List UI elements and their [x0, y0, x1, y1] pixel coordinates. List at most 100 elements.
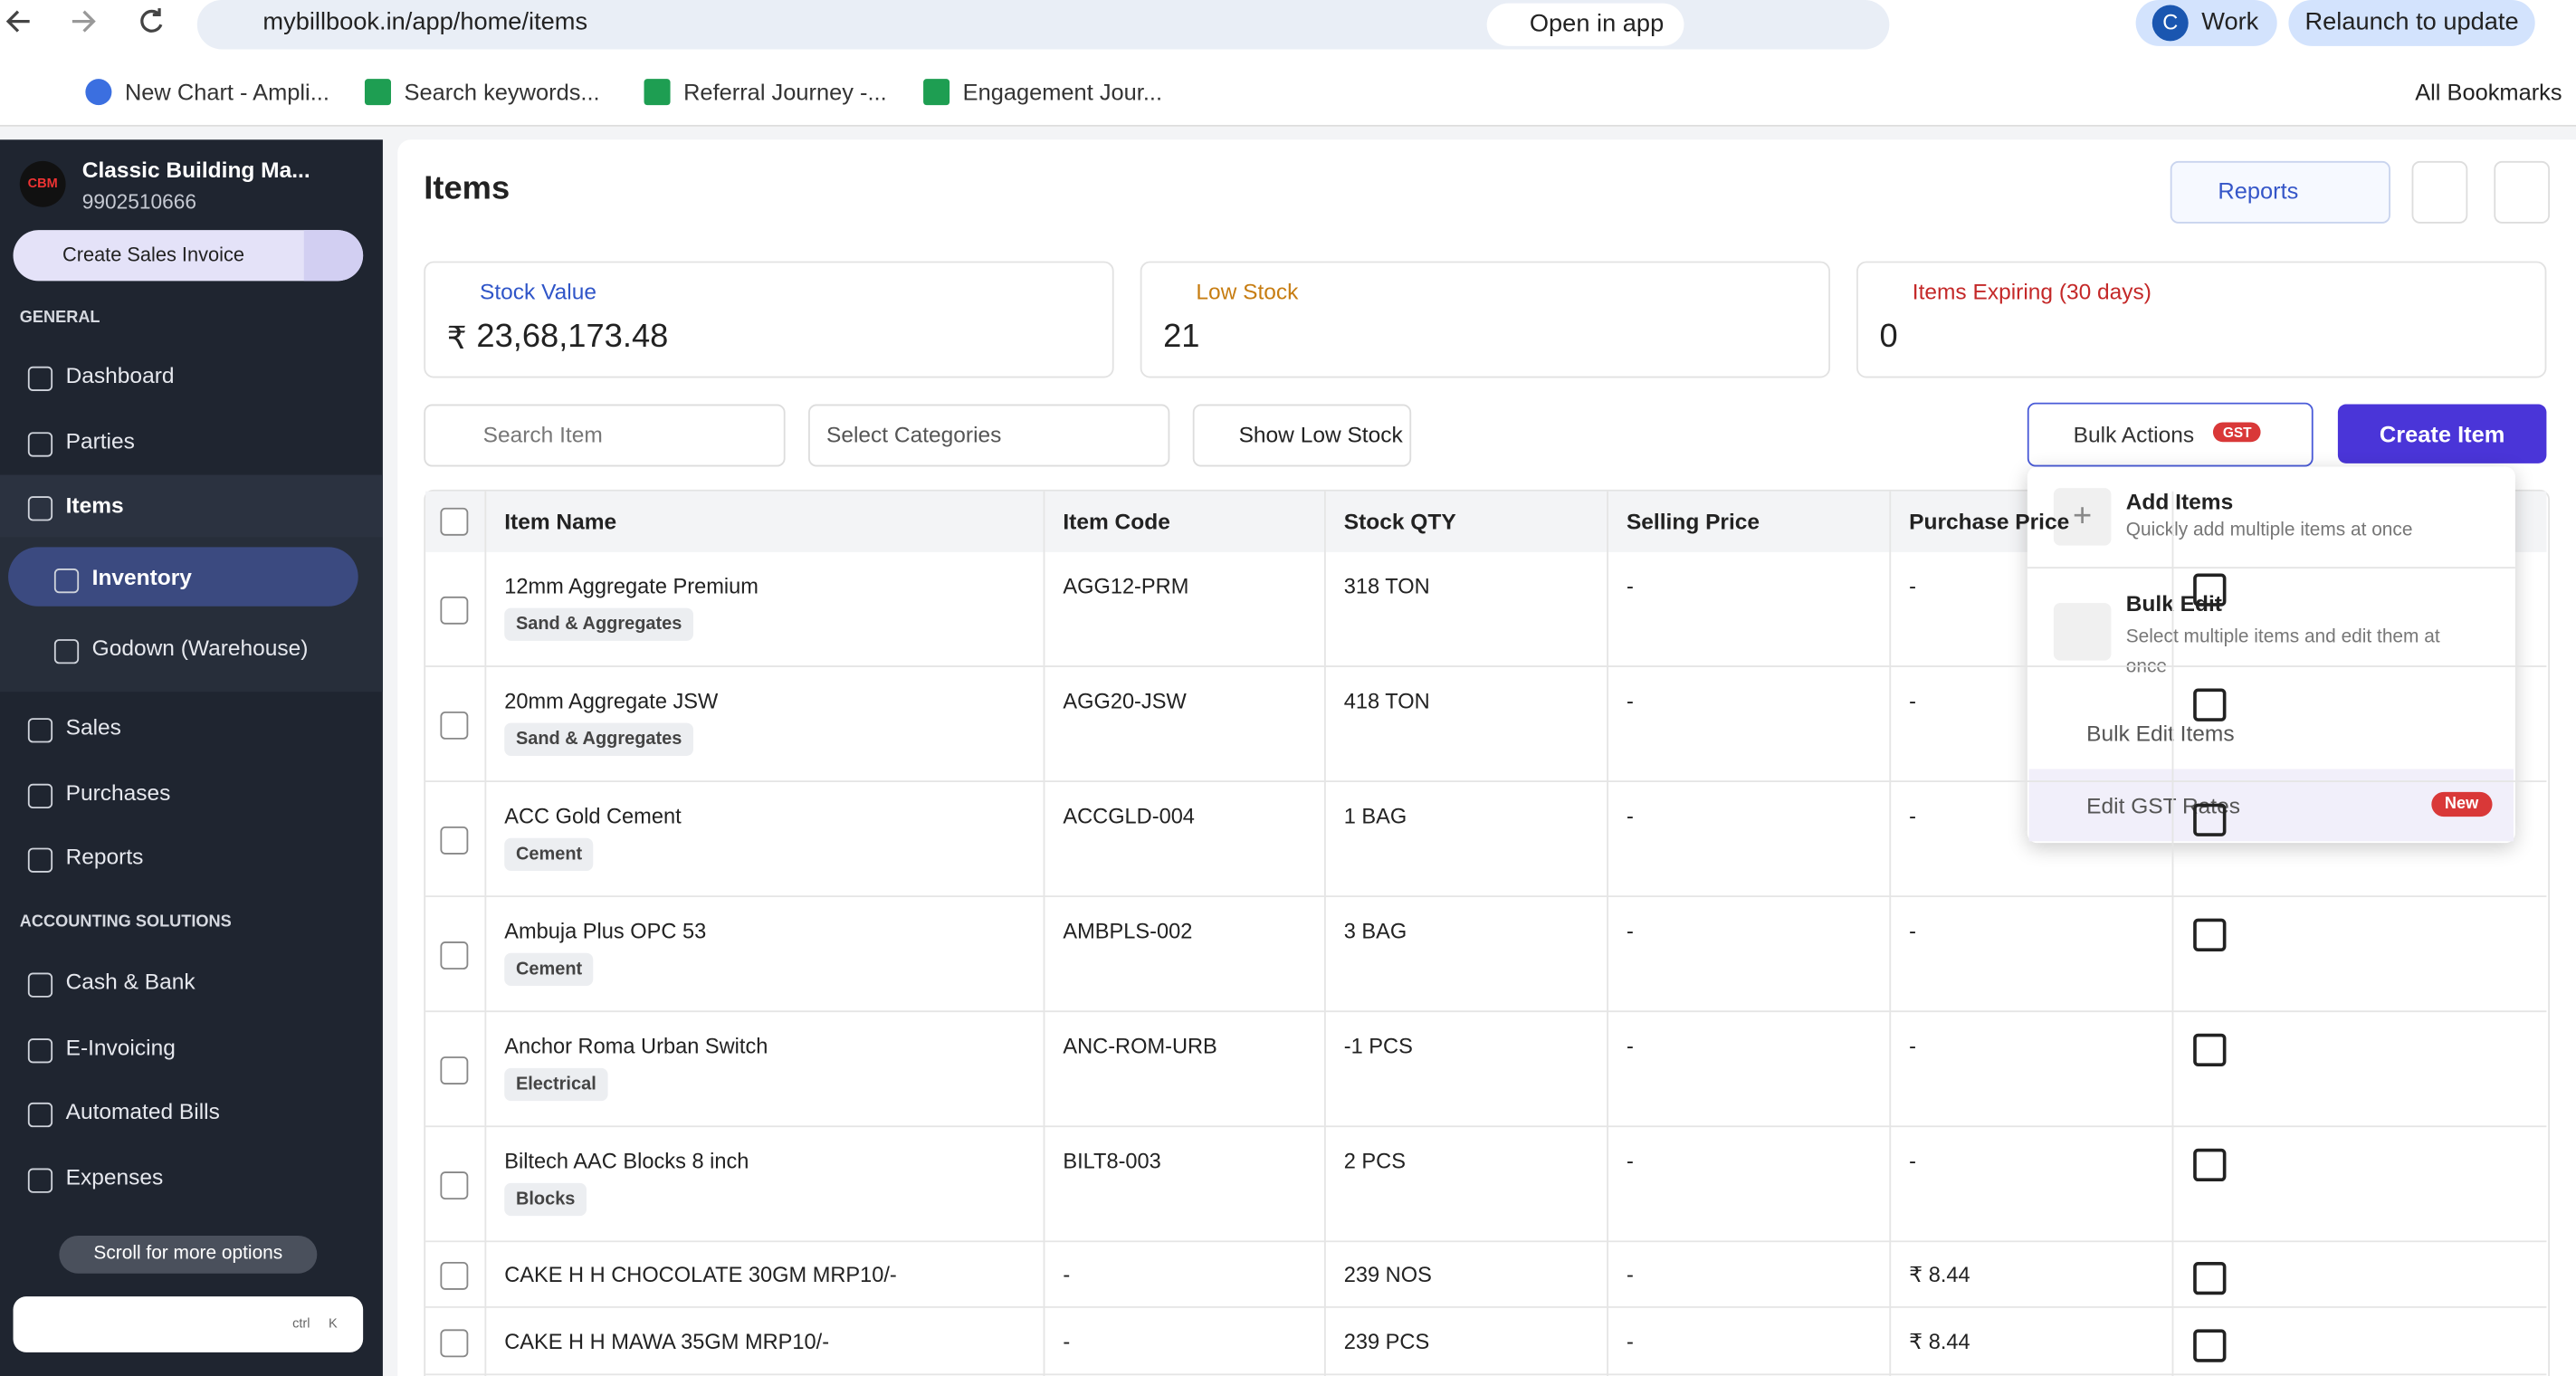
nav-item[interactable]: Parties	[65, 428, 135, 454]
categories-select[interactable]	[808, 404, 1170, 467]
reports-btn[interactable]	[2170, 160, 2390, 224]
card-label: Items Expiring (30 days)	[1912, 279, 2151, 304]
cell: AGG12-PRM	[1063, 573, 1189, 598]
nav-item[interactable]: Dashboard	[65, 363, 175, 388]
cell: 318 TON	[1343, 573, 1430, 598]
url[interactable]: mybillbook.in/app/home/items	[262, 8, 588, 36]
col-line	[1043, 491, 1045, 1376]
cell: ANC-ROM-URB	[1063, 1033, 1217, 1058]
logo: CBM	[19, 160, 66, 207]
cell: -	[1909, 688, 1917, 713]
nav-item[interactable]: Inventory	[91, 565, 192, 590]
search-box[interactable]	[424, 404, 786, 467]
reports[interactable]: Reports	[2218, 177, 2299, 205]
col-line	[1889, 491, 1892, 1376]
item-name[interactable]: Ambuja Plus OPC 53	[504, 918, 707, 943]
bookmark[interactable]: Engagement Jour...	[962, 79, 1163, 106]
nav-item[interactable]: Items	[65, 492, 124, 518]
keyboard-btn[interactable]	[2494, 160, 2551, 224]
create-item[interactable]: Create Item	[2337, 404, 2547, 463]
item-name[interactable]: 12mm Aggregate Premium	[504, 573, 758, 598]
row-checkbox[interactable]	[440, 941, 469, 970]
nav-icon	[27, 1168, 53, 1193]
cell: ACCGLD-004	[1063, 803, 1195, 828]
cell: -	[1626, 918, 1634, 943]
low-stock-btn[interactable]	[1192, 404, 1412, 467]
search-placeholder[interactable]: Search Item	[482, 422, 603, 447]
nav-item[interactable]: Purchases	[65, 780, 171, 806]
profile-name: Work	[2201, 8, 2259, 36]
low-stock[interactable]: Show Low Stock	[1238, 422, 1403, 447]
col-line	[1323, 491, 1326, 1376]
row-checkbox[interactable]	[440, 1171, 469, 1200]
item-name[interactable]: Biltech AAC Blocks 8 inch	[504, 1148, 749, 1173]
column-header[interactable]: Stock QTY	[1343, 509, 1456, 534]
item-name[interactable]: CAKE H H CHOCOLATE 30GM MRP10/-	[504, 1261, 897, 1287]
nav-item[interactable]: Reports	[65, 844, 144, 870]
bookmark[interactable]: Search keywords...	[404, 79, 600, 106]
bulk-edit-items[interactable]: Bulk Edit Items	[2086, 721, 2235, 747]
column-header[interactable]: Item Name	[504, 509, 617, 534]
cell: -	[1909, 918, 1917, 943]
cell: -	[1626, 688, 1634, 713]
row-action[interactable]	[2193, 688, 2227, 721]
row-action[interactable]	[2193, 573, 2227, 607]
nav-buttons[interactable]	[0, 0, 181, 46]
open-in-app[interactable]: Open in app	[1486, 3, 1684, 46]
add-items[interactable]: Add Items	[2125, 489, 2234, 515]
bookmark[interactable]: New Chart - Ampli...	[124, 79, 329, 106]
bulk-actions-btn[interactable]	[2027, 402, 2314, 467]
nav-icon	[27, 972, 53, 998]
row-checkbox[interactable]	[440, 1261, 469, 1290]
nav-item[interactable]: Automated Bills	[65, 1099, 220, 1124]
settings-btn[interactable]	[2411, 160, 2468, 224]
row-action[interactable]	[2193, 1261, 2227, 1295]
business-name[interactable]: Classic Building Ma...	[81, 158, 310, 183]
header-checkbox[interactable]	[440, 507, 469, 536]
row-checkbox[interactable]	[440, 1328, 469, 1357]
bulk-actions[interactable]: Bulk Actions	[2073, 422, 2195, 447]
row-action[interactable]	[2193, 1033, 2227, 1066]
items-highlight	[0, 474, 383, 538]
item-name[interactable]: CAKE H H MAWA 35GM MRP10/-	[504, 1328, 830, 1353]
column-header[interactable]: Selling Price	[1626, 509, 1760, 534]
card[interactable]	[1140, 261, 1831, 378]
item-name[interactable]: Anchor Roma Urban Switch	[504, 1033, 768, 1058]
nav-item[interactable]: E-Invoicing	[65, 1035, 176, 1060]
card[interactable]	[424, 261, 1114, 378]
row-checkbox[interactable]	[440, 1056, 469, 1085]
row-checkbox[interactable]	[440, 826, 469, 855]
nav-item[interactable]: Expenses	[65, 1164, 164, 1190]
categories[interactable]: Select Categories	[825, 422, 1002, 447]
card[interactable]	[1856, 261, 2547, 378]
scroll-hint[interactable]: Scroll for more options	[59, 1235, 318, 1274]
row-action[interactable]	[2193, 1148, 2227, 1182]
new-badge: New	[2431, 791, 2492, 817]
phone: 9902510666	[81, 190, 196, 214]
row-action[interactable]	[2193, 803, 2227, 836]
column-header[interactable]: Item Code	[1063, 509, 1170, 534]
item-name[interactable]: 20mm Aggregate JSW	[504, 688, 719, 713]
item-name[interactable]: ACC Gold Cement	[504, 803, 682, 828]
row-action[interactable]	[2193, 1328, 2227, 1362]
bookmark[interactable]: Referral Journey -...	[683, 79, 887, 106]
card-value: 21	[1163, 319, 1200, 356]
row-action[interactable]	[2193, 918, 2227, 951]
sidebar-search[interactable]	[13, 1296, 364, 1352]
create-invoice[interactable]: Create Sales Invoice	[62, 243, 244, 267]
category-tag: Blocks	[504, 1182, 587, 1217]
row-checkbox[interactable]	[440, 596, 469, 625]
all-bookmarks[interactable]: All Bookmarks	[2415, 79, 2562, 106]
nav-item[interactable]: Sales	[65, 714, 121, 740]
row-divider	[425, 895, 2547, 898]
nav-item[interactable]: Godown (Warehouse)	[91, 635, 309, 661]
row-divider	[425, 780, 2547, 782]
col-line	[1607, 491, 1608, 1376]
nav-item[interactable]: Cash & Bank	[65, 969, 196, 995]
relaunch[interactable]: Relaunch to update	[2288, 0, 2535, 46]
row-divider	[425, 1010, 2547, 1013]
row-checkbox[interactable]	[440, 711, 469, 740]
column-header[interactable]: Purchase Price	[1909, 509, 2070, 534]
invoice-dropdown[interactable]	[303, 230, 364, 282]
